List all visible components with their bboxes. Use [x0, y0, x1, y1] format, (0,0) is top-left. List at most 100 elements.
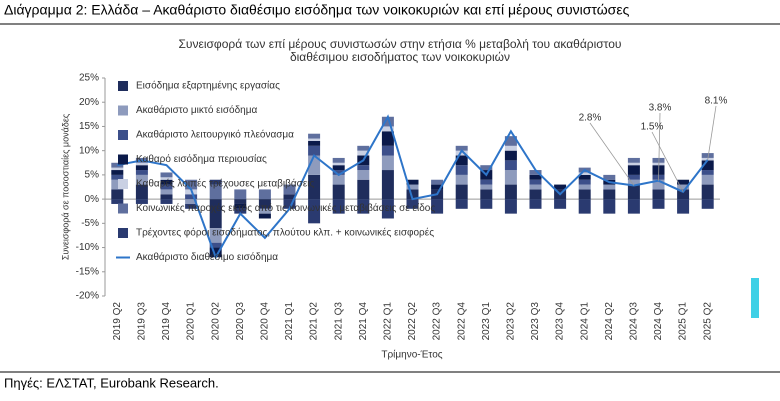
bar-segment	[160, 184, 173, 190]
bar-segment	[332, 157, 345, 163]
x-tick-label: 2023 Q1	[481, 302, 492, 341]
y-axis-label: Συνεισφορά σε ποσοστιαίες μονάδες	[60, 113, 70, 260]
bar-segment	[135, 170, 148, 175]
legend-swatch	[118, 154, 128, 165]
x-tick-label: 2019 Q2	[112, 302, 123, 341]
bar-segment	[308, 145, 321, 156]
bar-segment	[209, 184, 222, 200]
y-tick-label: 15%	[79, 121, 99, 132]
bar-segment	[455, 184, 468, 200]
legend-swatch	[118, 130, 128, 140]
bar-segment	[529, 170, 542, 175]
bar-segment	[234, 199, 247, 204]
bar-segment	[529, 189, 542, 200]
bar-segment	[381, 199, 394, 219]
legend-label: Τρέχοντες φόροι εισοδήματος, πλούτου κλπ…	[136, 227, 434, 239]
legend-label: Καθαρές λοιπές τρέχουσες μεταβιβάσεις	[136, 178, 315, 190]
bar-segment	[701, 153, 714, 158]
bar-segment	[504, 184, 517, 200]
bar-segment	[357, 145, 370, 151]
data-label: 8.1%	[705, 96, 728, 107]
bar-segment	[135, 184, 148, 200]
bar-segment	[209, 242, 222, 248]
bar-segment	[357, 150, 370, 156]
bar-segment	[160, 177, 173, 180]
bar-segment	[357, 179, 370, 200]
x-tick-label: 2020 Q4	[260, 302, 271, 341]
bar-segment	[529, 184, 542, 190]
bar-segment	[160, 179, 173, 185]
bar-segment	[701, 174, 714, 185]
bar-segment	[455, 199, 468, 209]
bar-segment	[603, 189, 616, 200]
source-note: Πηγές: ΕΛΣΤΑΤ, Eurobank Research.	[4, 375, 219, 390]
bar-segment	[381, 155, 394, 171]
bar-segment	[504, 136, 517, 146]
bar-segment	[652, 179, 665, 190]
bar-segment	[455, 174, 468, 185]
bar-segment	[258, 213, 271, 219]
bar-segment	[578, 199, 591, 214]
bar-segment	[111, 167, 124, 171]
bar-segment	[504, 199, 517, 214]
bar-segment	[627, 165, 640, 175]
bar-segment	[258, 189, 271, 200]
bar-segment	[357, 199, 370, 214]
x-tick-label: 2022 Q3	[432, 302, 443, 341]
bar-segment	[234, 203, 247, 209]
bar-segment	[529, 199, 542, 209]
bar-segment	[480, 199, 493, 209]
x-tick-label: 2020 Q2	[210, 302, 221, 341]
bar-segment	[135, 162, 148, 166]
bar-segment	[652, 157, 665, 163]
x-tick-label: 2022 Q4	[456, 302, 467, 341]
bar-segment	[652, 189, 665, 200]
bar-segment	[529, 179, 542, 185]
bar-segment	[677, 199, 690, 214]
bar-segment	[578, 189, 591, 200]
bar-segment	[160, 194, 173, 200]
bar-segment	[258, 208, 271, 214]
bar-segment	[603, 199, 616, 214]
bar-segment	[209, 247, 222, 258]
legend-label: Ακαθάριστο διαθέσιμο εισόδημα	[136, 251, 278, 263]
y-tick-label: 20%	[79, 97, 99, 108]
bar-segment	[160, 172, 173, 178]
bar-segment	[701, 160, 714, 171]
bar-segment	[480, 165, 493, 171]
legend-label: Κοινωνικές παροχές εκτός από τις κοινωνι…	[136, 202, 435, 214]
bar-segment	[135, 165, 148, 171]
x-tick-label: 2023 Q4	[555, 302, 566, 341]
legend-swatch	[118, 203, 128, 214]
bar-segment	[554, 199, 567, 209]
bar-segment	[332, 184, 345, 200]
x-tick-label: 2024 Q4	[653, 302, 664, 341]
bar-segment	[455, 150, 468, 156]
bar-segment	[381, 126, 394, 132]
x-tick-label: 2023 Q2	[506, 302, 517, 341]
legend-swatch	[118, 81, 128, 91]
y-tick-label: 5%	[85, 170, 100, 181]
bar-segment	[455, 145, 468, 151]
bar-segment	[111, 189, 124, 200]
bar-segment	[504, 145, 517, 151]
data-label: 3.8%	[649, 103, 672, 114]
x-tick-label: 2024 Q3	[629, 302, 640, 341]
x-axis-label: Τρίμηνο-Έτος	[381, 349, 442, 361]
legend-swatch	[118, 105, 128, 116]
bar-segment	[406, 179, 419, 185]
bar-segment	[504, 170, 517, 185]
annotation-leader	[658, 112, 661, 181]
bar-segment	[480, 189, 493, 200]
bar-segment	[529, 174, 542, 180]
bar-segment	[455, 155, 468, 166]
bar-segment	[209, 179, 222, 185]
x-tick-label: 2021 Q4	[358, 302, 369, 341]
bar-segment	[160, 199, 173, 204]
bar-segment	[701, 170, 714, 175]
x-tick-label: 2022 Q2	[407, 302, 418, 341]
x-tick-label: 2025 Q2	[702, 302, 713, 341]
y-tick-label: -10%	[76, 242, 99, 253]
y-tick-label: -5%	[81, 218, 99, 229]
